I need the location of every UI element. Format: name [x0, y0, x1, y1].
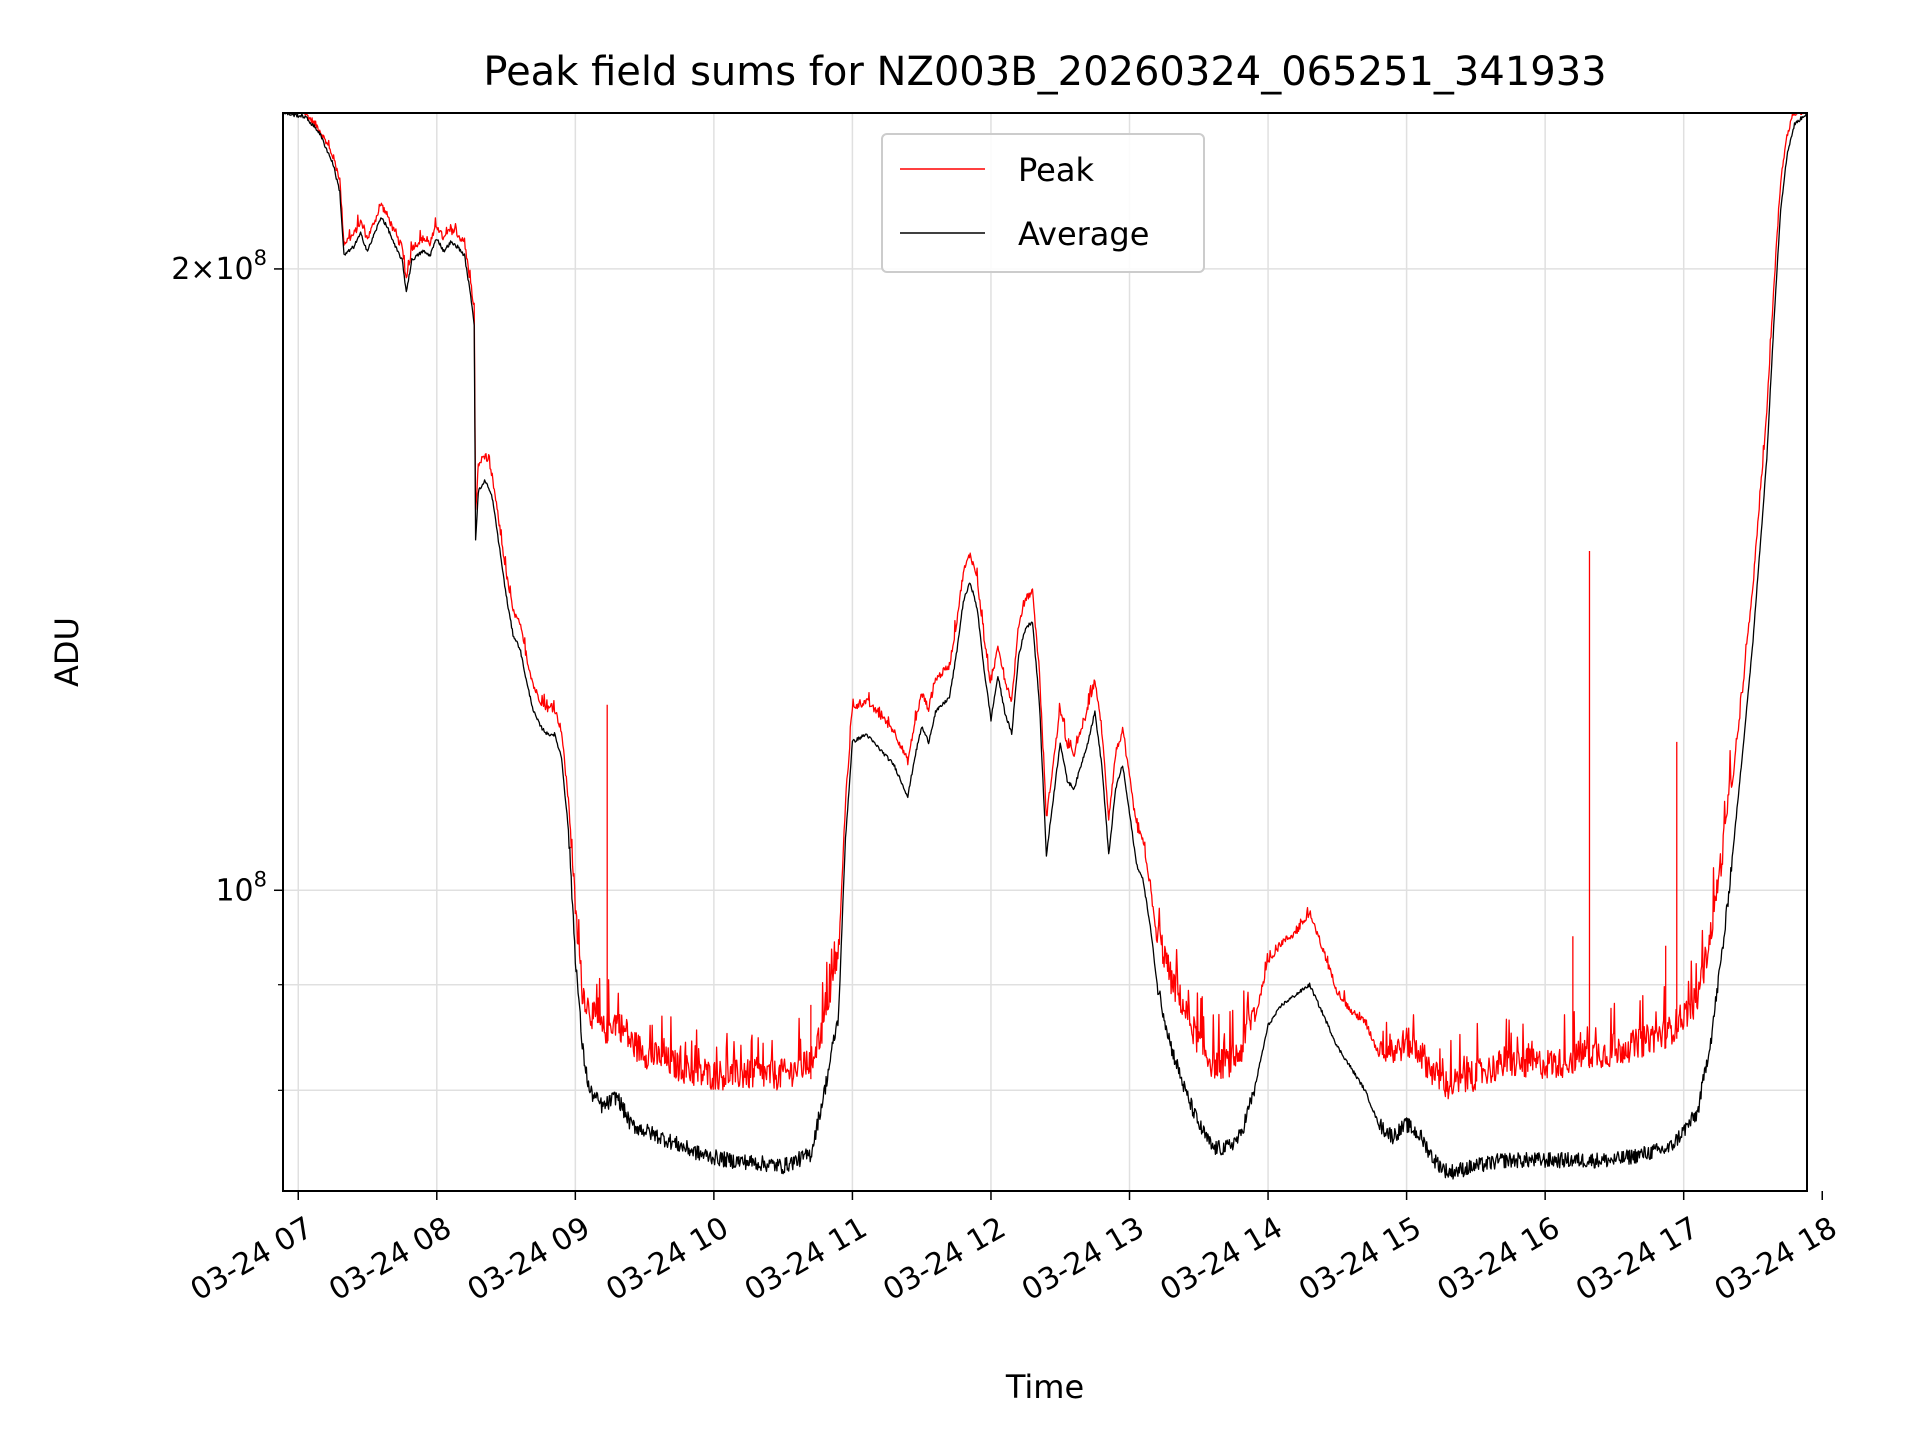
chart-title: Peak field sums for NZ003B_20260324_0652… [483, 49, 1606, 95]
x-axis-label: Time [1005, 1368, 1084, 1406]
legend: Peak Average [881, 133, 1205, 273]
average-trace [282, 112, 1808, 1180]
series-layer [282, 112, 1808, 1180]
y-axis: 108 2×108 [171, 246, 283, 1091]
peak-trace [283, 112, 1807, 1100]
y-tick-label: 2×108 [171, 246, 267, 287]
plot-frame [282, 112, 1808, 1192]
y-tick-label: 108 [215, 867, 267, 908]
legend-peak-label: Peak [1018, 151, 1094, 189]
y-axis-label: ADU [48, 617, 86, 687]
legend-average-label: Average [1018, 215, 1149, 253]
